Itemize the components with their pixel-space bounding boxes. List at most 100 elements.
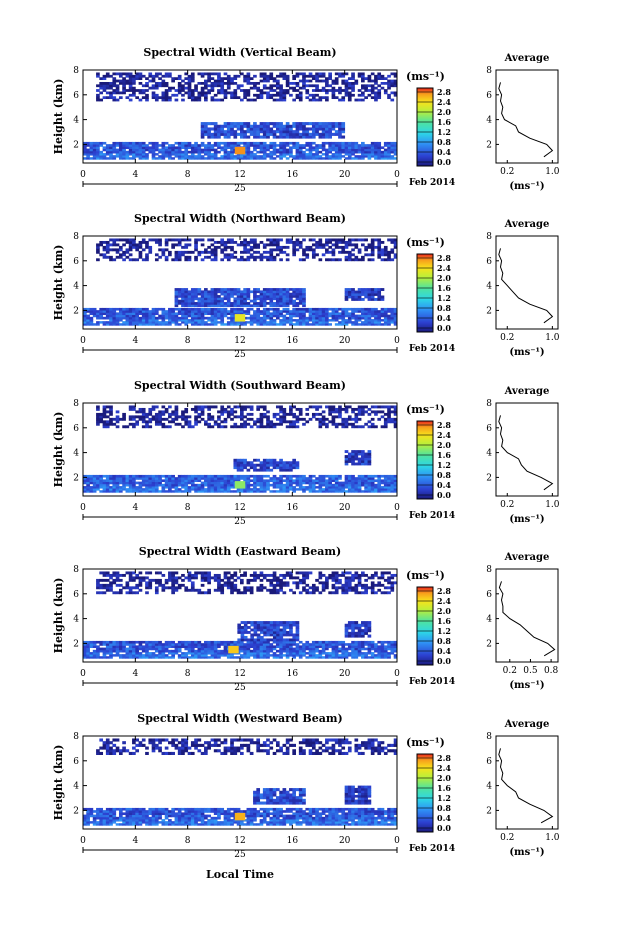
heatmap-cell: [282, 410, 287, 414]
heatmap-cell: [377, 255, 382, 259]
heatmap-cell: [174, 150, 179, 154]
heatmap-cell: [289, 141, 293, 145]
heatmap-cell: [158, 417, 162, 421]
heatmap-cell: [174, 321, 179, 324]
panel-2: Spectral Width (Northward Beam)2468Heigh…: [52, 212, 560, 360]
heatmap-cell: [125, 483, 130, 487]
heatmap-cell: [187, 81, 192, 85]
heatmap-cell: [246, 645, 251, 649]
heatmap-cell: [243, 461, 247, 465]
heatmap-cell: [377, 323, 382, 326]
ytick-label: 4: [73, 449, 79, 459]
heatmap-cell: [118, 81, 123, 85]
heatmap-cell: [217, 314, 221, 318]
heatmap-cell: [338, 656, 342, 659]
heatmap-cell: [253, 93, 257, 97]
heatmap-cell: [190, 304, 195, 308]
heatmap-cell: [102, 148, 107, 152]
heatmap-cell: [318, 319, 323, 322]
heatmap-cell: [315, 321, 319, 324]
heatmap-cell: [128, 245, 133, 249]
heatmap-cell: [223, 410, 228, 414]
heatmap-cell: [387, 323, 391, 326]
heatmap-cell: [86, 649, 90, 653]
heatmap-cell: [151, 477, 156, 480]
heatmap-cell: [230, 656, 234, 659]
heatmap-cell: [262, 314, 267, 318]
heatmap-cell: [361, 477, 365, 480]
heatmap-cell: [207, 135, 211, 139]
heatmap-cell: [289, 319, 293, 322]
heatmap-cell: [259, 477, 264, 480]
colorbar-tick-label: 0.0: [437, 323, 451, 333]
heatmap-cell: [282, 302, 287, 305]
heatmap-cell: [364, 654, 368, 657]
heatmap-cell: [262, 488, 267, 491]
heatmap-cell: [282, 72, 287, 76]
heatmap-cell: [357, 316, 362, 320]
heatmap-cell: [393, 486, 398, 489]
heatmap-cell: [223, 297, 228, 301]
heatmap-cell: [125, 481, 130, 485]
heatmap-cell: [305, 96, 310, 100]
heatmap-cell: [226, 292, 231, 296]
heatmap-cell: [393, 407, 398, 411]
xtick-label: 12: [234, 336, 245, 346]
heatmap-cell: [118, 153, 123, 156]
heatmap-cell: [89, 150, 94, 154]
heatmap-cell: [269, 146, 274, 150]
heatmap-cell: [141, 654, 146, 657]
heatmap-cell: [223, 124, 228, 128]
heatmap-cell: [331, 477, 336, 480]
heatmap-cell: [269, 150, 274, 154]
heatmap-cell: [89, 479, 94, 483]
heatmap-cell: [272, 474, 277, 478]
heatmap-cell: [151, 77, 156, 81]
heatmap-cell: [383, 248, 388, 252]
heatmap-cell: [145, 157, 149, 160]
heatmap-cell: [285, 245, 290, 249]
heatmap-cell: [230, 93, 234, 97]
heatmap-cell: [181, 412, 185, 416]
heatmap-cell: [230, 640, 234, 644]
heatmap-cell: [344, 450, 349, 453]
date-label: Feb 2014: [409, 511, 455, 521]
heatmap-cell: [266, 458, 270, 462]
heatmap-cell: [210, 425, 215, 429]
heatmap-cell: [298, 148, 303, 152]
heatmap-cell: [289, 130, 293, 134]
heatmap-cell: [298, 307, 303, 311]
heatmap-cell: [308, 98, 313, 102]
heatmap-cell: [357, 652, 362, 655]
heatmap-cell: [240, 255, 244, 259]
heatmap-cell: [295, 292, 300, 296]
heatmap-cell: [259, 640, 264, 644]
heatmap-cell: [325, 238, 329, 242]
heatmap-cell: [210, 96, 215, 100]
heatmap-cell: [344, 93, 349, 97]
heatmap-cell: [351, 425, 355, 429]
heatmap-cell: [338, 481, 342, 485]
heatmap-cell: [344, 410, 349, 414]
heatmap-cell: [164, 146, 169, 150]
heatmap-cell: [266, 96, 270, 100]
heatmap-cell: [298, 474, 303, 478]
heatmap-cell: [334, 132, 339, 136]
heatmap-cell: [226, 310, 231, 313]
heatmap-cell: [387, 146, 391, 150]
heatmap-cell: [96, 647, 100, 651]
heatmap-cell: [174, 479, 179, 483]
heatmap-cell: [328, 652, 332, 655]
heatmap-cell: [308, 141, 313, 145]
heatmap-cell: [168, 488, 172, 491]
heatmap-cell: [194, 474, 198, 478]
heatmap-cell: [190, 148, 195, 152]
heatmap-cell: [279, 420, 283, 424]
heatmap-cell: [393, 93, 398, 97]
heatmap-cell: [341, 148, 346, 152]
heatmap-cell: [292, 656, 297, 659]
heatmap-cell: [83, 486, 87, 489]
heatmap-cell: [105, 243, 110, 247]
heatmap-cell: [132, 643, 136, 646]
heatmap-cell: [256, 135, 261, 139]
